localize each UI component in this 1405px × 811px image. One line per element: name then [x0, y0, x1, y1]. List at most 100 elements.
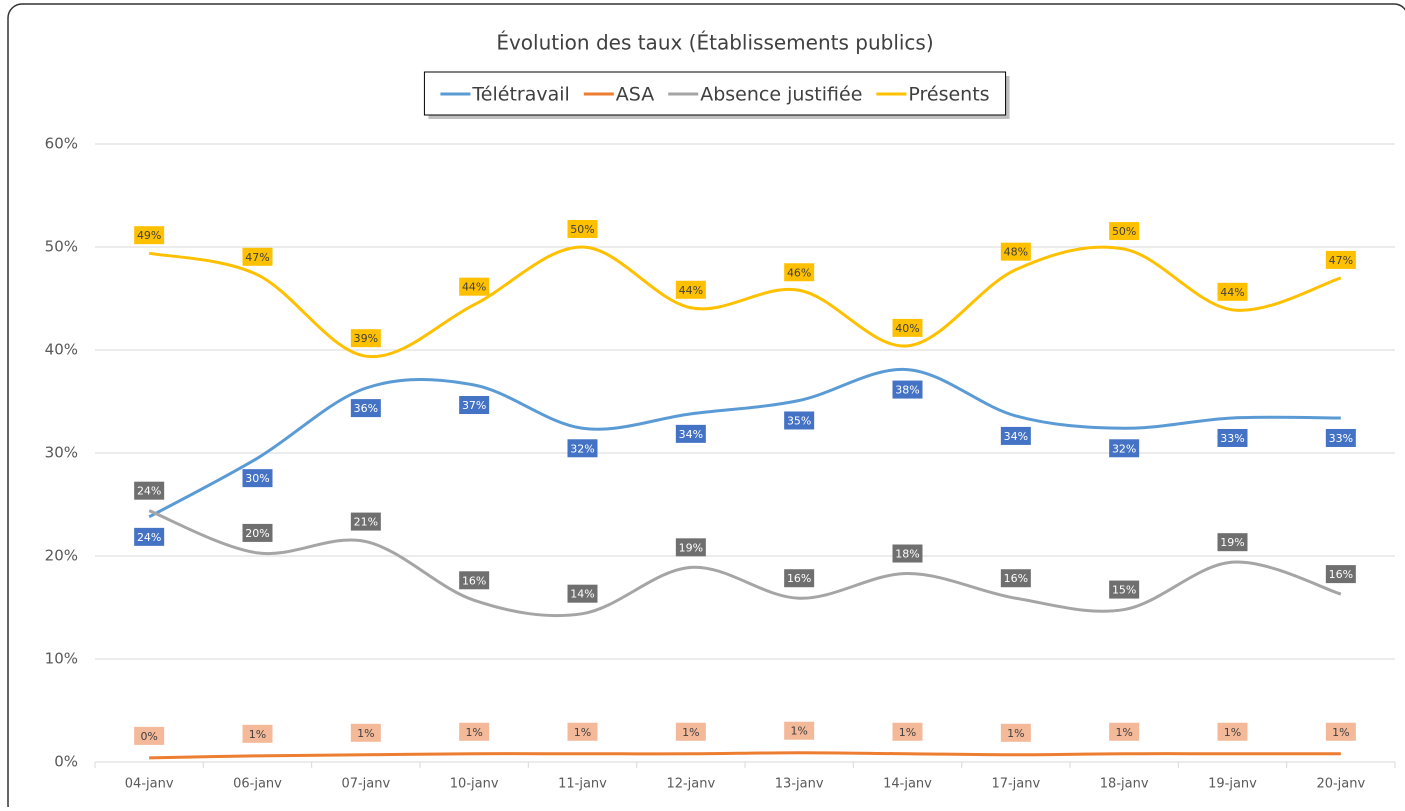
x-tick-label: 11-janv [558, 777, 607, 792]
data-label-bg [892, 544, 923, 563]
data-label-bg [242, 247, 273, 266]
data-label-bg [892, 380, 923, 399]
x-tick-label: 10-janv [450, 777, 499, 792]
series-line [149, 751, 1341, 760]
x-tick-label: 04-janv [125, 777, 174, 792]
data-label-bg [459, 722, 490, 741]
data-label: 33% [1220, 432, 1244, 445]
x-tick-label: 20-janv [1316, 777, 1365, 792]
data-label: 38% [895, 384, 919, 397]
y-tick-label: 50% [45, 238, 78, 256]
data-label-bg [350, 723, 381, 742]
data-label-bg [242, 523, 273, 542]
y-tick-label: 20% [45, 547, 78, 565]
data-label-bg [459, 571, 490, 590]
data-label: 1% [1007, 727, 1024, 740]
data-label-bg [1000, 723, 1031, 742]
data-label-bg [459, 396, 490, 415]
data-label-bg [1325, 722, 1356, 741]
data-label: 1% [899, 726, 916, 739]
legend-box [423, 71, 1007, 116]
data-label: 30% [245, 472, 269, 485]
data-label-bg [567, 220, 598, 238]
series-line [148, 245, 1342, 359]
x-tick-label: 07-janv [341, 777, 390, 792]
data-label: 32% [570, 442, 594, 455]
data-label: 50% [570, 223, 594, 236]
x-tick-label: 19-janv [1208, 777, 1257, 792]
data-label-bg [567, 722, 598, 741]
legend-label: Présents [908, 84, 989, 106]
data-label-bg [1325, 565, 1356, 584]
data-label: 1% [790, 725, 807, 738]
data-label: 1% [1224, 726, 1241, 739]
data-label: 49% [137, 229, 161, 242]
data-label: 35% [787, 414, 811, 427]
y-tick-label: 10% [45, 650, 78, 668]
data-label: 50% [1112, 225, 1136, 238]
data-label: 18% [895, 548, 919, 561]
x-tick-label: 14-janv [883, 777, 932, 792]
data-label: 21% [354, 516, 378, 529]
x-tick-label: 18-janv [1100, 777, 1149, 792]
y-tick-label: 60% [45, 135, 78, 153]
legend-label: Télétravail [471, 84, 569, 106]
data-label-bg [1109, 439, 1140, 458]
data-label-bg [1000, 569, 1031, 588]
chart-border [7, 3, 1405, 811]
data-label-bg [1000, 242, 1031, 261]
data-label: 1% [682, 726, 699, 739]
data-label-bg [1217, 722, 1248, 741]
data-label: 34% [679, 428, 703, 441]
y-tick-label: 0% [54, 753, 78, 771]
data-label: 44% [679, 284, 703, 297]
data-label-bg [784, 263, 815, 282]
data-label-bg [567, 584, 598, 603]
data-label-bg [892, 722, 923, 741]
data-label: 16% [1004, 572, 1028, 585]
data-label-bg [242, 724, 273, 743]
legend-label: Absence justifiée [700, 84, 862, 106]
data-label-bg [242, 469, 273, 488]
data-label-bg [892, 318, 923, 337]
data-label-bg [675, 280, 706, 299]
y-tick-label: 30% [45, 444, 78, 462]
data-label: 34% [1004, 430, 1028, 443]
data-label: 48% [1004, 246, 1028, 259]
data-label-bg [675, 538, 706, 557]
data-label: 19% [679, 541, 703, 554]
data-label: 46% [787, 266, 811, 279]
data-label-bg [784, 411, 815, 430]
series-line [148, 509, 1342, 618]
legend-label: ASA [616, 84, 654, 106]
data-label: 47% [245, 251, 269, 264]
data-label-bg [675, 424, 706, 443]
data-label-bg [1217, 428, 1248, 447]
data-label-bg [459, 277, 490, 296]
data-label: 1% [574, 726, 591, 739]
data-label: 16% [1329, 568, 1353, 581]
data-label: 36% [354, 402, 378, 415]
data-label-bg [1000, 426, 1031, 445]
data-label-bg [567, 439, 598, 458]
series-line [148, 368, 1341, 519]
x-tick-label: 12-janv [666, 777, 715, 792]
data-label: 16% [462, 574, 486, 587]
data-label: 20% [245, 527, 269, 540]
data-label: 1% [1332, 726, 1349, 739]
data-label-bg [134, 726, 165, 745]
x-tick-label: 17-janv [991, 777, 1040, 792]
data-label: 47% [1329, 254, 1353, 267]
data-label: 39% [354, 332, 378, 345]
data-label-bg [675, 722, 706, 741]
data-label: 1% [249, 728, 266, 741]
data-label-bg [1325, 428, 1356, 447]
data-label-bg [350, 512, 381, 531]
data-label-bg [1109, 222, 1140, 241]
data-label: 19% [1220, 536, 1244, 549]
data-label-bg [134, 481, 165, 500]
data-label: 0% [140, 730, 157, 743]
data-label-bg [1109, 580, 1140, 599]
